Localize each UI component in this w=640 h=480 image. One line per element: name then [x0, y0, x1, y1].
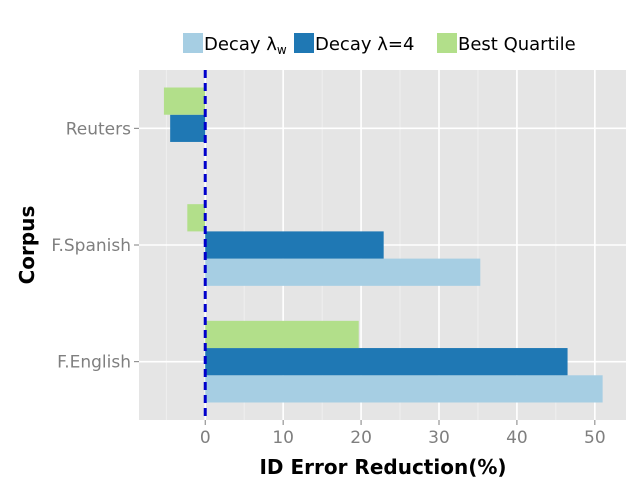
x-tick-label: 0 — [200, 428, 211, 448]
x-tick-label: 40 — [506, 428, 528, 448]
bar-f-english-best-quartile — [205, 320, 359, 349]
x-tick-label: 20 — [350, 428, 372, 448]
bar-reuters-decay-4 — [170, 114, 206, 142]
legend: Decay λw Decay λ=4 Best Quartile — [183, 33, 576, 57]
x-tick-label: 10 — [272, 428, 294, 448]
legend-swatch-decay-4 — [294, 33, 314, 53]
legend-label-decay-w: Decay λw — [204, 34, 287, 57]
bar-f-spanish-best-quartile — [187, 204, 206, 232]
y-tick-label-reuters: Reuters — [66, 119, 131, 139]
bar-f-english-decay-w — [205, 375, 603, 403]
bar-f-spanish-decay-4 — [205, 231, 384, 259]
legend-swatch-best-quartile — [437, 33, 457, 53]
x-tick-label: 30 — [428, 428, 450, 448]
y-tick-label-f-spanish: F.Spanish — [51, 236, 131, 256]
bar-f-spanish-decay-w — [205, 258, 481, 286]
legend-label-decay-4: Decay λ=4 — [315, 34, 414, 55]
y-tick-label-f-english: F.English — [57, 353, 131, 373]
bar-reuters-best-quartile — [163, 87, 206, 115]
y-axis-title: Corpus — [15, 206, 39, 285]
bars — [163, 87, 603, 403]
bar-f-english-decay-4 — [205, 348, 568, 376]
legend-label-best-quartile: Best Quartile — [458, 34, 576, 55]
legend-swatch-decay-w — [183, 33, 203, 53]
x-axis-title: ID Error Reduction(%) — [259, 455, 506, 479]
x-tick-label: 50 — [584, 428, 606, 448]
y-axis: F.English F.Spanish Reuters — [51, 119, 139, 373]
x-axis: 0 10 20 30 40 50 — [200, 420, 606, 448]
